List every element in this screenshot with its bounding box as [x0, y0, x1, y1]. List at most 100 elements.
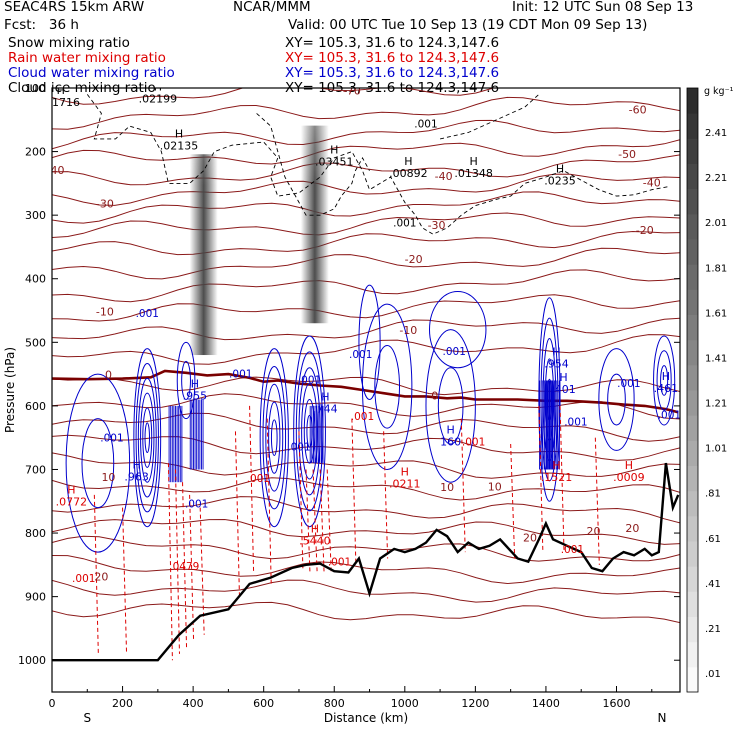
maximum-marker: H: [404, 155, 412, 168]
rain-contour: [199, 507, 205, 635]
cloudwater-contour: [607, 373, 626, 426]
colorbar-tick-label: .21: [705, 624, 721, 635]
maximum-marker: H: [559, 371, 567, 384]
forecast-hour: Fcst: 36 h: [4, 17, 79, 33]
isotherm-label: 20: [625, 522, 639, 535]
maximum-marker: H: [552, 459, 560, 472]
colorbar-segment: [687, 264, 698, 290]
contour-value-label: .001: [136, 308, 159, 320]
contour-value-label: .001: [328, 556, 351, 568]
rain-contour: [312, 469, 318, 572]
contour-value-label: .001: [247, 473, 270, 485]
field-xy-rain: XY= 105.3, 31.6 to 124.3,147.6: [285, 50, 500, 66]
freezing-level-line: [52, 369, 679, 414]
colorbar-tick-label: .01: [705, 669, 721, 680]
cloudwater-contour: [133, 348, 162, 528]
isotherm-line: [52, 119, 680, 150]
maximum-marker: H: [67, 484, 75, 497]
y-tick-label: 900: [25, 591, 46, 604]
cloudwater-contour: [181, 360, 191, 401]
colorbar-tick-label: 2.01: [705, 218, 727, 229]
colorbar-segment: [687, 515, 698, 542]
contour-value-label: .001: [443, 346, 466, 358]
maximum-value-label: .02199: [139, 93, 178, 106]
colorbar-segment: [687, 113, 698, 139]
colorbar-segment: [687, 616, 698, 643]
colorbar-segment: [687, 490, 698, 517]
cloudwater-contour: [65, 373, 131, 553]
isotherm-label: -70: [343, 84, 361, 97]
rain-contour: [174, 469, 180, 654]
rain-contour: [305, 469, 311, 575]
isotherm-label: -50: [618, 148, 636, 161]
field-label-cloudwater: Cloud water mixing ratio: [8, 65, 175, 81]
field-xy-snow: XY= 105.3, 31.6 to 124.3,147.6: [285, 35, 500, 51]
maximum-marker: H: [154, 81, 162, 94]
colorbar-segment: [687, 415, 698, 441]
cloudwater-contour: [660, 365, 669, 396]
y-tick-label: 200: [25, 146, 46, 159]
isotherm-label: 10: [488, 480, 502, 493]
maximum-marker: H: [57, 84, 65, 97]
maximum-value-label: .02135: [160, 140, 199, 153]
y-tick-label: 400: [25, 273, 46, 286]
contour-value-label: .001: [414, 118, 437, 130]
colorbar-segment: [687, 213, 698, 240]
colorbar-tick-label: 1.61: [705, 308, 727, 319]
maximum-value-label: .0211: [389, 477, 421, 490]
maximum-value-label: .00892: [389, 167, 428, 180]
cloudwater-contour: [81, 418, 115, 509]
x-tick-label: 1000: [391, 697, 419, 710]
init-time: Init: 12 UTC Sun 08 Sep 13: [512, 0, 694, 15]
isotherm-label: -40: [643, 177, 661, 190]
colorbar-segment: [687, 390, 698, 416]
y-tick-label: 800: [25, 527, 46, 540]
colorbar-tick-label: 1.41: [705, 353, 727, 364]
maximum-value-label: .955: [183, 390, 208, 403]
cloudwater-contour: [598, 348, 635, 451]
y-tick-label: 300: [25, 209, 46, 222]
maximum-value-label: .71.07: [493, 77, 528, 90]
cloudwater-contour: [656, 350, 672, 411]
isotherm-line: [52, 601, 680, 624]
rain-contour: [460, 418, 466, 553]
maximum-marker: H: [401, 465, 409, 478]
maximum-value-label: .1521: [541, 471, 573, 484]
isotherm-line: [52, 88, 495, 105]
cloudwater-contour: [142, 407, 153, 468]
isotherm-line: [52, 230, 680, 256]
isotherm-label: -20: [405, 253, 423, 266]
cloudwater-contour: [265, 383, 284, 492]
maximum-marker: H: [447, 423, 455, 436]
colorbar-tick-label: 1.81: [705, 263, 727, 274]
isotherm-line: [52, 579, 680, 603]
colorbar-tick-label: 2.21: [705, 173, 727, 184]
isotherm-label: -10: [399, 324, 417, 337]
colorbar-segment: [687, 314, 698, 341]
x-tick-label: 1200: [461, 697, 489, 710]
colorbar-segment: [687, 188, 698, 215]
rain-contour: [383, 431, 389, 559]
y-tick-label: 1000: [18, 654, 46, 667]
maximum-marker: H: [469, 155, 477, 168]
colorbar-segment: [687, 641, 698, 668]
isotherm-label: 0: [431, 390, 438, 403]
isotherm-line: [52, 212, 680, 238]
contour-value-label: .001: [287, 441, 310, 453]
snow-contour: [86, 94, 670, 235]
isotherm-line: [52, 294, 680, 322]
isotherm-line: [52, 555, 680, 585]
field-xy-cloudwater: XY= 105.3, 31.6 to 124.3,147.6: [285, 65, 500, 81]
snow-contour: [440, 94, 540, 140]
cloudwater-contour: [135, 363, 159, 513]
maximum-marker: H: [311, 522, 319, 535]
rain-contour: [319, 469, 325, 575]
contour-value-label: .001: [462, 436, 485, 448]
maximum-marker: H: [330, 144, 338, 157]
cloudwater-contour: [425, 329, 476, 483]
colorbar-segment: [687, 339, 698, 366]
org-label: NCAR/MMM: [233, 0, 311, 15]
maximum-value-label: .461: [654, 382, 679, 395]
isotherm-line: [52, 496, 680, 524]
cloudwater-contour: [140, 392, 155, 483]
